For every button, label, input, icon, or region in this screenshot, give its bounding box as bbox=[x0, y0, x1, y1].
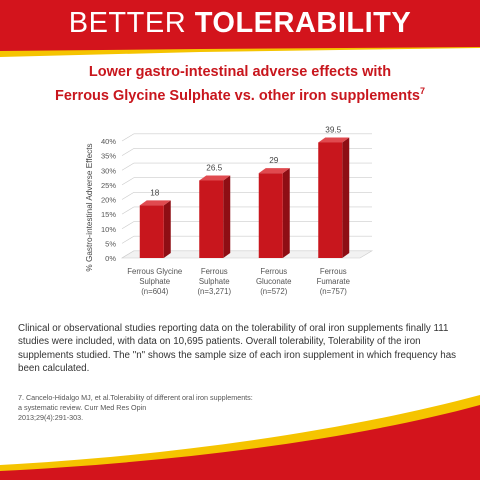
data-label: 39.5 bbox=[325, 125, 341, 134]
bar bbox=[199, 180, 224, 258]
bar bbox=[139, 205, 164, 258]
x-tick-label: (n=757) bbox=[320, 287, 347, 296]
title-regular: BETTER bbox=[68, 7, 187, 39]
x-tick-label: (n=3,271) bbox=[197, 287, 231, 296]
bar-side bbox=[342, 137, 350, 258]
y-axis-label: % Gastro-intestinal Adverse Effects bbox=[85, 143, 94, 271]
grid-line-diag bbox=[121, 192, 135, 200]
header-banner bbox=[0, 0, 480, 48]
x-tick-label: Fumarate bbox=[317, 277, 350, 286]
description-text: Clinical or observational studies report… bbox=[18, 323, 457, 375]
x-tick-label: Sulphate bbox=[139, 277, 170, 286]
bar-top bbox=[199, 175, 231, 181]
y-tick-label: 35% bbox=[101, 152, 116, 161]
page-title: BETTER TOLERABILITY bbox=[0, 6, 480, 40]
bar-chart: 0% 5% 10% 15% 20% 25% 30% 35% 40% % Gastro-intest… bbox=[85, 125, 374, 296]
grid-line-diag bbox=[121, 177, 135, 186]
x-tick-label: Ferrous bbox=[201, 267, 228, 276]
x-tick-label: (n=604) bbox=[141, 287, 168, 296]
data-label: 26.5 bbox=[206, 163, 222, 172]
bar-top bbox=[318, 137, 350, 143]
x-tick-label: Ferrous Glycine bbox=[127, 267, 182, 276]
y-tick-label: 5% bbox=[105, 239, 116, 248]
bar bbox=[258, 173, 283, 258]
x-tick-label: Sulphate bbox=[199, 277, 230, 286]
bar-top bbox=[258, 168, 290, 174]
x-tick-label: Gluconate bbox=[256, 277, 292, 286]
y-tick-label: 30% bbox=[101, 166, 116, 175]
x-tick-label: (n=572) bbox=[260, 287, 287, 296]
grid-line-diag bbox=[121, 148, 135, 156]
chart-subtitle: Lower gastro-intestinal adverse effects … bbox=[0, 63, 480, 106]
footnote-marker: 7 bbox=[419, 86, 425, 96]
data-label: 29 bbox=[269, 156, 279, 165]
grid-line-diag bbox=[121, 162, 135, 171]
bottom-decoration bbox=[0, 395, 480, 480]
x-tick-label: Ferrous bbox=[320, 267, 347, 276]
header-stripe bbox=[0, 46, 480, 57]
subtitle-line-2: Ferrous Glycine Sulphate vs. other iron … bbox=[54, 86, 425, 104]
title-bold: TOLERABILITY bbox=[194, 7, 412, 39]
y-tick-label: 0% bbox=[105, 254, 116, 263]
reference-line-1: 7. Cancelo-Hidalgo MJ, et al.Tolerabilit… bbox=[18, 393, 253, 402]
bar-side bbox=[163, 200, 171, 258]
bar-side bbox=[282, 168, 290, 258]
grid-line-diag bbox=[121, 221, 135, 230]
y-tick-label: 10% bbox=[101, 225, 116, 234]
y-tick-label: 20% bbox=[101, 196, 116, 205]
bar-side bbox=[223, 175, 231, 258]
reference-line-2: a systematic review. Curr Med Res Opin bbox=[18, 403, 147, 412]
bar bbox=[318, 142, 343, 258]
subtitle-line-1: Lower gastro-intestinal adverse effects … bbox=[88, 64, 392, 80]
y-tick-label: 15% bbox=[101, 210, 116, 219]
reference-line-3: 2013;29(4):291-303. bbox=[18, 413, 84, 422]
bar-top bbox=[139, 200, 171, 206]
data-label: 18 bbox=[150, 188, 160, 197]
reference-note: 7. Cancelo-Hidalgo MJ, et al.Tolerabilit… bbox=[18, 393, 318, 423]
grid-line-diag bbox=[121, 133, 135, 142]
grid-line-diag bbox=[121, 206, 135, 215]
y-tick-label: 25% bbox=[101, 181, 116, 190]
grid-line-diag bbox=[121, 235, 135, 244]
y-tick-label: 40% bbox=[101, 137, 116, 146]
x-tick-label: Ferrous bbox=[260, 267, 287, 276]
